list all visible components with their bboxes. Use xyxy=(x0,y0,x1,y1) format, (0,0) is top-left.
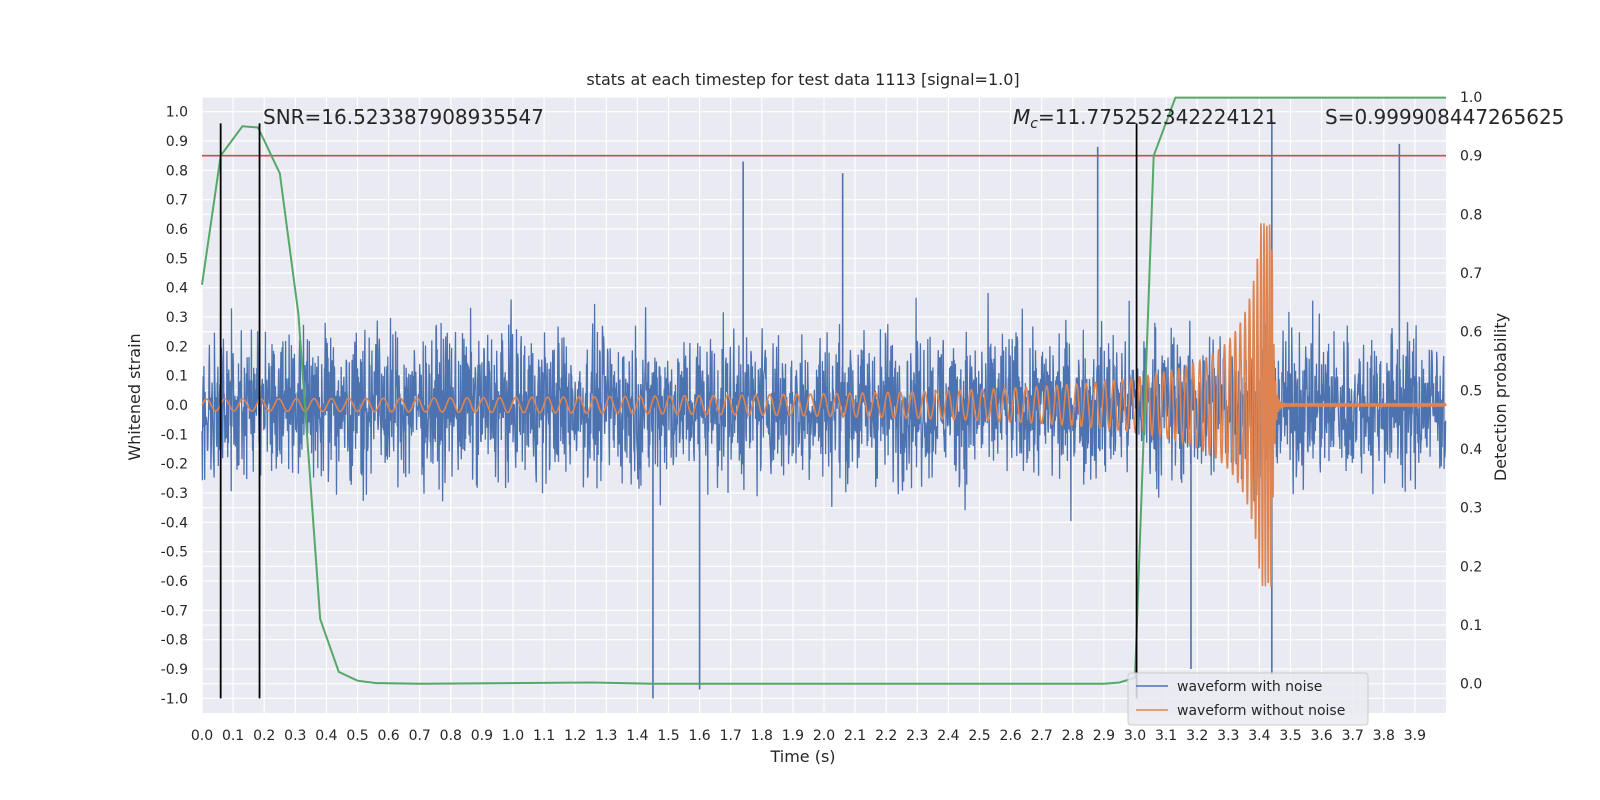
x-tick-label: 2.2 xyxy=(875,728,897,744)
s-annotation: S=0.9999084472656​25 xyxy=(1325,105,1564,129)
x-tick-label: 3.3 xyxy=(1217,728,1239,744)
x-tick-label: 1.9 xyxy=(782,728,804,744)
x-tick-label: 1.5 xyxy=(657,728,679,744)
x-tick-label: 0.0 xyxy=(191,728,213,744)
chirp-mass-value: =11.775252342224121 xyxy=(1038,105,1277,129)
chirp-mass-symbol: M xyxy=(1013,105,1030,129)
snr-annotation: SNR=16.523387908935547 xyxy=(263,105,544,129)
x-tick-label: 0.3 xyxy=(284,728,306,744)
x-tick-label: 1.6 xyxy=(688,728,710,744)
y-tick-label-left: 0.0 xyxy=(166,398,188,414)
x-tick-label: 2.4 xyxy=(937,728,959,744)
y-tick-label-left: -0.5 xyxy=(161,545,188,561)
chirp-mass-subscript: c xyxy=(1030,116,1038,132)
x-tick-label: 0.5 xyxy=(346,728,368,744)
y-tick-label-right: 0.1 xyxy=(1460,618,1482,634)
x-tick-label: 1.1 xyxy=(533,728,555,744)
x-tick-label: 3.6 xyxy=(1310,728,1332,744)
x-tick-label: 2.6 xyxy=(999,728,1021,744)
probability-trace xyxy=(201,96,1446,685)
clean-trace xyxy=(201,223,1447,587)
x-tick-label: 0.6 xyxy=(377,728,399,744)
y-tick-label-right: 0.9 xyxy=(1460,149,1482,165)
x-tick-label: 1.4 xyxy=(626,728,648,744)
x-tick-label: 2.9 xyxy=(1093,728,1115,744)
y-axis-right-label: Detection probability xyxy=(1491,313,1510,481)
y-tick-label-left: 0.3 xyxy=(166,310,188,326)
x-tick-label: 0.8 xyxy=(440,728,462,744)
noise-trace xyxy=(201,292,1447,522)
x-tick-label: 1.3 xyxy=(595,728,617,744)
legend-frame xyxy=(1127,672,1369,726)
legend-label-clean: waveform without noise xyxy=(1177,703,1345,719)
x-tick-label: 3.4 xyxy=(1248,728,1270,744)
y-tick-label-left: 0.9 xyxy=(166,134,188,150)
y-tick-label-left: -0.3 xyxy=(161,486,188,502)
y-tick-label-left: 0.1 xyxy=(166,369,188,385)
x-tick-label: 0.2 xyxy=(253,728,275,744)
x-tick-label: 1.7 xyxy=(720,728,742,744)
x-tick-label: 2.0 xyxy=(813,728,835,744)
y-tick-label-left: 0.2 xyxy=(166,339,188,355)
x-tick-label: 2.1 xyxy=(844,728,866,744)
y-tick-label-left: -0.4 xyxy=(161,515,188,531)
y-axis-left-label: Whitened strain xyxy=(125,333,144,460)
y-tick-label-left: 0.7 xyxy=(166,193,188,209)
x-tick-label: 3.0 xyxy=(1124,728,1146,744)
y-tick-label-right: 0.8 xyxy=(1460,207,1482,223)
y-tick-label-left: 0.8 xyxy=(166,163,188,179)
y-tick-label-right: 0.3 xyxy=(1460,501,1482,517)
y-tick-label-left: -0.9 xyxy=(161,662,188,678)
legend: waveform with noise waveform without noi… xyxy=(1127,672,1369,726)
y-tick-label-left: -0.1 xyxy=(161,427,188,443)
y-tick-label-right: 0.7 xyxy=(1460,266,1482,282)
x-tick-label: 3.7 xyxy=(1342,728,1364,744)
y-axis-right-ticks: 1.0 0.9 0.8 0.7 0.6 0.5 0.4 0.3 0.2 0.1 0.0 xyxy=(1460,90,1482,693)
y-tick-label-left: 1.0 xyxy=(166,105,188,121)
y-tick-label-left: -0.8 xyxy=(161,633,188,649)
y-tick-label-left: 0.5 xyxy=(166,251,188,267)
y-tick-label-left: -1.0 xyxy=(161,691,188,707)
x-tick-label: 1.0 xyxy=(502,728,524,744)
chirp-mass-annotation: Mc=11.775252342224121 xyxy=(1013,105,1277,132)
legend-label-noise: waveform with noise xyxy=(1177,679,1322,695)
x-tick-label: 2.7 xyxy=(1031,728,1053,744)
vertical-markers xyxy=(219,123,1138,699)
y-tick-label-left: 0.4 xyxy=(166,281,188,297)
y-tick-label-right: 1.0 xyxy=(1460,90,1482,106)
x-tick-label: 1.2 xyxy=(564,728,586,744)
y-tick-label-right: 0.6 xyxy=(1460,325,1482,341)
x-tick-label: 0.9 xyxy=(471,728,493,744)
x-tick-label: 2.3 xyxy=(906,728,928,744)
x-tick-label: 3.8 xyxy=(1373,728,1395,744)
x-tick-label: 3.1 xyxy=(1155,728,1177,744)
y-axis-left-ticks: 1.0 0.9 0.8 0.7 0.6 0.5 0.4 0.3 0.2 0.1 0.0 -0.1 -0.… xyxy=(161,105,188,708)
x-tick-label: 3.9 xyxy=(1404,728,1426,744)
x-tick-label: 0.7 xyxy=(409,728,431,744)
x-tick-label: 1.8 xyxy=(751,728,773,744)
y-tick-label-left: -0.2 xyxy=(161,457,188,473)
x-axis-ticks: 0.0 0.1 0.2 0.3 0.4 0.5 0.6 0.7 0.8 0.9 1.0 1.1 1.2 1… xyxy=(191,728,1426,744)
y-tick-label-left: -0.7 xyxy=(161,603,188,619)
x-tick-label: 0.4 xyxy=(315,728,337,744)
y-tick-label-right: 0.4 xyxy=(1460,442,1482,458)
y-tick-label-right: 0.2 xyxy=(1460,559,1482,575)
y-tick-label-right: 0.5 xyxy=(1460,383,1482,399)
x-tick-label: 2.8 xyxy=(1062,728,1084,744)
series-waveform-without-noise xyxy=(201,223,1447,587)
series-detection-probability xyxy=(201,96,1446,685)
x-tick-label: 3.2 xyxy=(1186,728,1208,744)
y-tick-label-left: 0.6 xyxy=(166,222,188,238)
x-tick-label: 3.5 xyxy=(1279,728,1301,744)
x-tick-label: 2.5 xyxy=(968,728,990,744)
y-tick-label-left: -0.6 xyxy=(161,574,188,590)
chart-title: stats at each timestep for test data 111… xyxy=(586,70,1019,89)
x-tick-label: 0.1 xyxy=(222,728,244,744)
y-tick-label-right: 0.0 xyxy=(1460,677,1482,693)
x-axis-label: Time (s) xyxy=(769,747,835,766)
